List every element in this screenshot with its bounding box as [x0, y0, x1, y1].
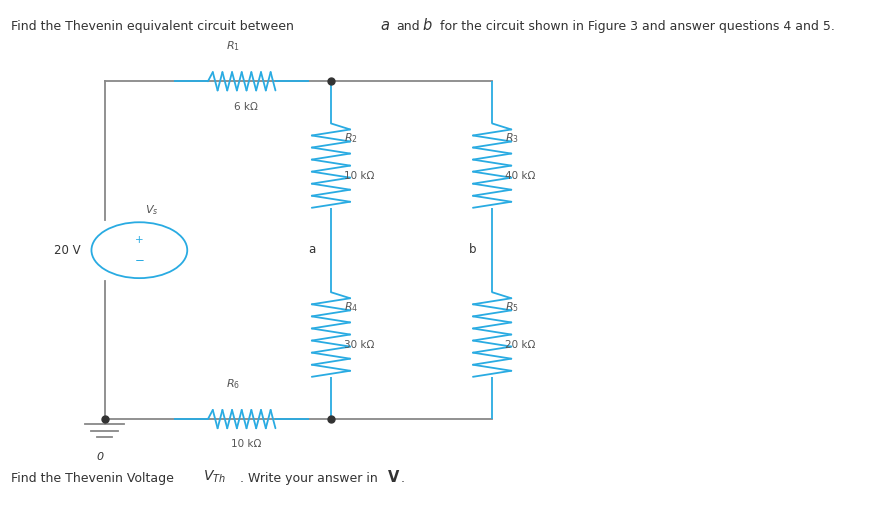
Text: $a$: $a$ [380, 19, 389, 33]
Text: $R_3$: $R_3$ [505, 132, 519, 145]
Text: . Write your answer in: . Write your answer in [240, 472, 377, 485]
Text: .: . [401, 472, 405, 485]
Text: b: b [469, 243, 476, 257]
Text: 30 kΩ: 30 kΩ [344, 339, 375, 350]
Text: $\mathbf{V}$: $\mathbf{V}$ [387, 469, 400, 485]
Text: −: − [134, 255, 145, 267]
Text: $R_6$: $R_6$ [226, 377, 240, 391]
Text: 0: 0 [97, 452, 104, 462]
Text: $R_1$: $R_1$ [226, 40, 240, 53]
Text: $R_2$: $R_2$ [344, 132, 358, 145]
Text: 20 kΩ: 20 kΩ [505, 339, 536, 350]
Text: a: a [308, 243, 315, 257]
Text: $b$: $b$ [422, 17, 432, 33]
Text: +: + [135, 235, 144, 244]
Text: $V_s$: $V_s$ [145, 203, 159, 217]
Text: 10 kΩ: 10 kΩ [344, 171, 375, 181]
Text: $V_{Th}$: $V_{Th}$ [203, 469, 226, 485]
Text: 10 kΩ: 10 kΩ [231, 439, 261, 450]
Text: and: and [396, 20, 420, 33]
Text: 6 kΩ: 6 kΩ [234, 102, 258, 112]
Text: Find the Thevenin Voltage: Find the Thevenin Voltage [11, 472, 174, 485]
Text: 20 V: 20 V [54, 244, 81, 257]
Text: Find the Thevenin equivalent circuit between: Find the Thevenin equivalent circuit bet… [11, 20, 294, 33]
Text: for the circuit shown in Figure 3 and answer questions 4 and 5.: for the circuit shown in Figure 3 and an… [436, 20, 834, 33]
Text: $R_5$: $R_5$ [505, 300, 519, 314]
Text: 40 kΩ: 40 kΩ [505, 171, 536, 181]
Text: $R_4$: $R_4$ [344, 300, 358, 314]
